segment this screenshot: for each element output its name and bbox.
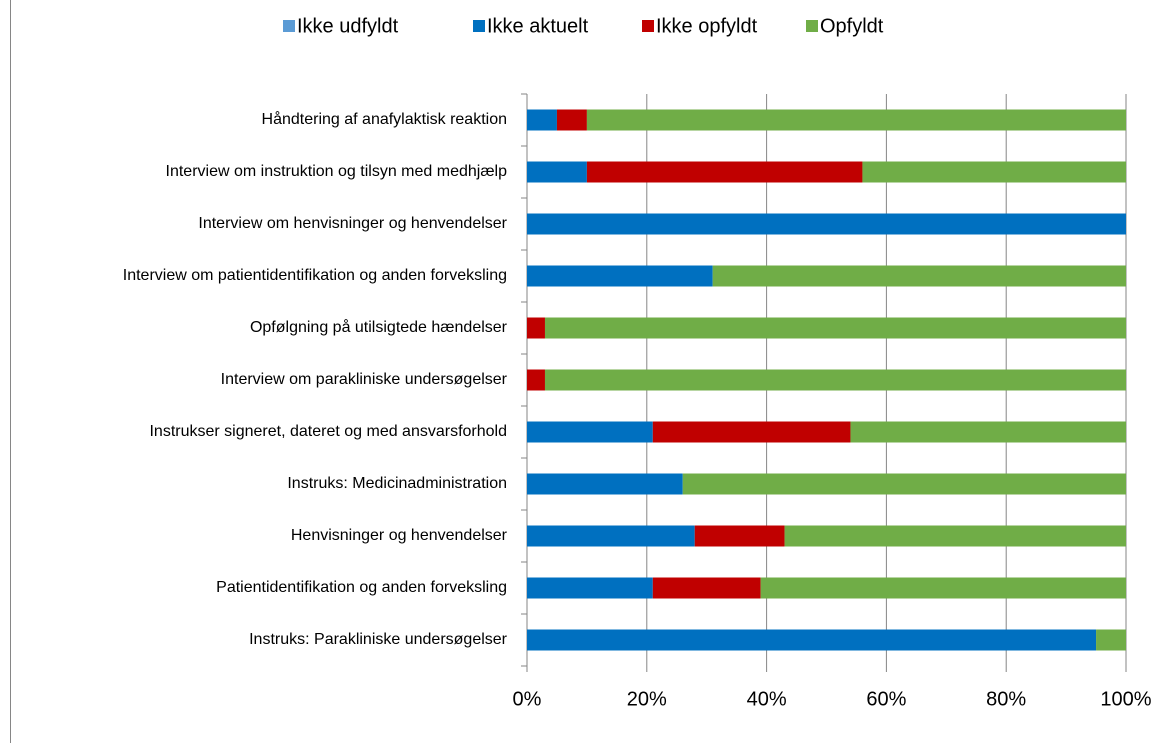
x-tick-label: 40% — [747, 688, 787, 710]
y-tick-label: Instrukser signeret, dateret og med ansv… — [149, 423, 507, 440]
y-tick-label: Instruks: Parakliniske undersøgelser — [249, 631, 508, 648]
bar-segment — [784, 525, 1126, 547]
legend-label: Opfyldt — [820, 15, 884, 37]
x-tick-label: 0% — [513, 688, 542, 710]
bar-segment — [527, 421, 653, 443]
bar-segment — [527, 317, 545, 339]
bar-segment — [527, 473, 683, 495]
bar-segment — [527, 577, 653, 599]
bar-segment — [586, 109, 1126, 131]
y-tick-label: Interview om parakliniske undersøgelser — [221, 371, 508, 388]
bar-segment — [850, 421, 1126, 443]
legend-swatch — [642, 20, 654, 32]
bar-segment — [652, 421, 851, 443]
bar-segment — [544, 317, 1126, 339]
y-tick-label: Henvisninger og henvendelser — [291, 527, 508, 544]
y-tick-label: Håndtering af anafylaktisk reaktion — [262, 110, 507, 128]
legend-swatch — [473, 20, 485, 32]
bar-segment — [586, 161, 863, 183]
y-tick-label: Interview om henvisninger og henvendelse… — [198, 215, 507, 232]
legend-swatch — [806, 20, 818, 32]
y-tick-label: Interview om instruktion og tilsyn med m… — [166, 163, 508, 180]
bar-segment — [527, 265, 713, 287]
bar-segment — [1096, 629, 1126, 651]
bar-segment — [527, 525, 695, 547]
bar-segment — [527, 629, 1097, 651]
bar-segment — [556, 109, 587, 131]
y-tick-label: Interview om patientidentifikation og an… — [123, 267, 507, 284]
bar-segment — [544, 369, 1126, 391]
bar-segment — [682, 473, 1126, 495]
x-tick-label: 100% — [1100, 688, 1151, 710]
x-tick-label: 60% — [866, 688, 906, 710]
legend-label: Ikke udfyldt — [297, 15, 399, 37]
bar-segment — [527, 109, 557, 131]
bar-segment — [712, 265, 1126, 287]
legend-label: Ikke opfyldt — [656, 15, 758, 37]
bar-segment — [527, 213, 1126, 235]
x-tick-label: 20% — [627, 688, 667, 710]
bar-segment — [527, 161, 587, 183]
bar-segment — [862, 161, 1126, 183]
y-tick-label: Instruks: Medicinadministration — [287, 475, 507, 492]
x-tick-label: 80% — [986, 688, 1026, 710]
bar-segment — [652, 577, 761, 599]
y-tick-label: Patientidentifikation og anden forveksli… — [216, 579, 507, 596]
bar-segment — [760, 577, 1126, 599]
bar-segment — [694, 525, 785, 547]
legend-label: Ikke aktuelt — [487, 15, 589, 37]
y-tick-label: Opfølgning på utilsigtede hændelser — [250, 318, 508, 336]
legend-swatch — [283, 20, 295, 32]
bar-segment — [527, 369, 545, 391]
